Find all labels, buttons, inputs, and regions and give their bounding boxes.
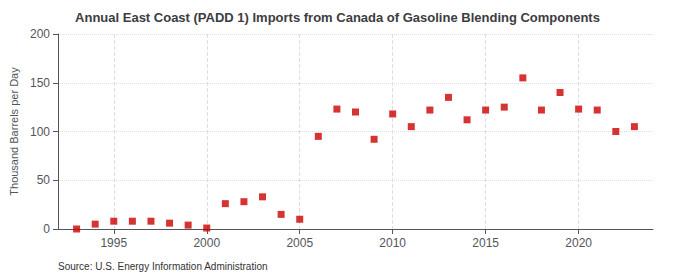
svg-text:Annual East Coast (PADD 1) Imp: Annual East Coast (PADD 1) Imports from … xyxy=(75,10,600,25)
svg-text:2015: 2015 xyxy=(472,236,499,250)
svg-text:2005: 2005 xyxy=(286,236,313,250)
svg-text:200: 200 xyxy=(30,27,50,41)
svg-text:Source: U.S. Energy Informatio: Source: U.S. Energy Information Administ… xyxy=(58,261,268,272)
svg-text:2000: 2000 xyxy=(193,236,220,250)
svg-text:2010: 2010 xyxy=(379,236,406,250)
svg-text:50: 50 xyxy=(37,173,51,187)
svg-text:1995: 1995 xyxy=(100,236,127,250)
svg-text:0: 0 xyxy=(43,222,50,236)
svg-text:150: 150 xyxy=(30,76,50,90)
svg-text:100: 100 xyxy=(30,125,50,139)
svg-text:2020: 2020 xyxy=(565,236,592,250)
svg-text:Thousand Barrels per Day: Thousand Barrels per Day xyxy=(8,67,20,196)
